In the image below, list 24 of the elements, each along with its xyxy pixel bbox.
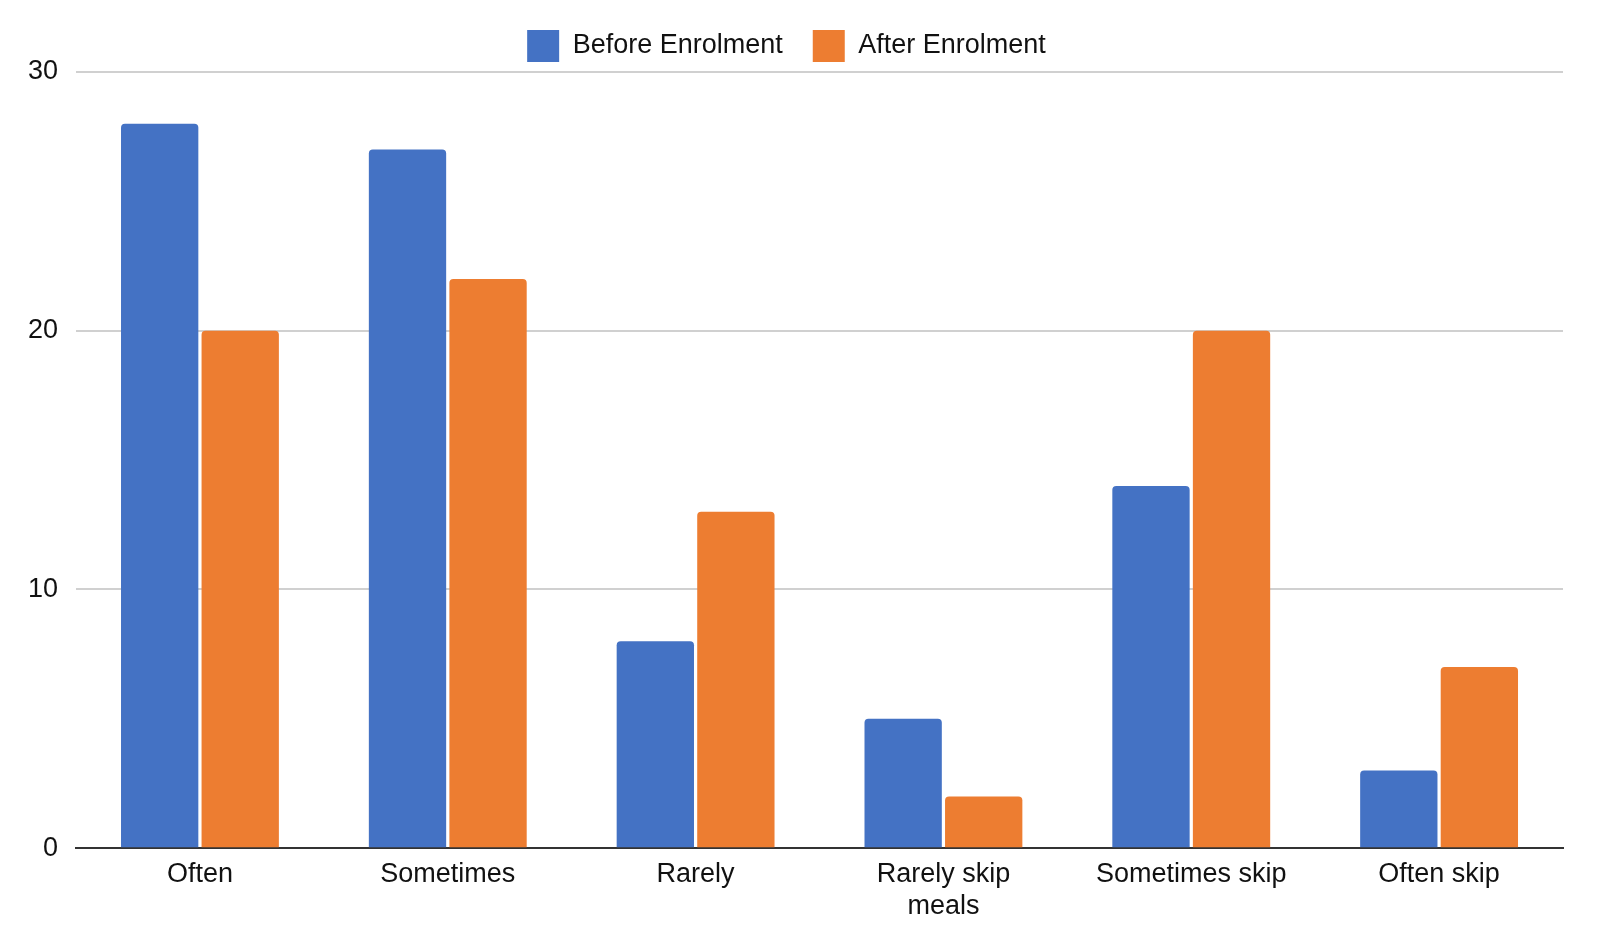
bar xyxy=(201,330,279,848)
y-tick-label: 30 xyxy=(27,55,59,86)
bar xyxy=(449,278,527,848)
x-tick-label: Sometimes skip xyxy=(1095,857,1287,888)
y-tick-label: 10 xyxy=(27,572,59,603)
y-tick-label: 0 xyxy=(43,831,59,862)
x-tick-label: Often xyxy=(166,857,233,888)
bar xyxy=(616,641,694,848)
bar xyxy=(1112,485,1190,848)
x-tick-label: Often skip xyxy=(1378,857,1500,888)
bar xyxy=(1440,667,1519,848)
bar xyxy=(1192,330,1271,848)
y-tick-label: 20 xyxy=(27,314,59,345)
bar xyxy=(864,718,942,848)
legend-label: Before Enrolment xyxy=(572,29,784,60)
bar xyxy=(1360,770,1438,848)
x-tick-label: Rarely xyxy=(656,857,736,888)
bar xyxy=(697,511,775,848)
legend-label: After Enrolment xyxy=(858,29,1047,60)
bar xyxy=(368,149,447,848)
bar xyxy=(945,796,1023,848)
x-tick-label: Sometimes xyxy=(380,857,516,888)
bar xyxy=(121,123,199,848)
x-tick-label: Rarely skip meals xyxy=(876,857,1011,921)
